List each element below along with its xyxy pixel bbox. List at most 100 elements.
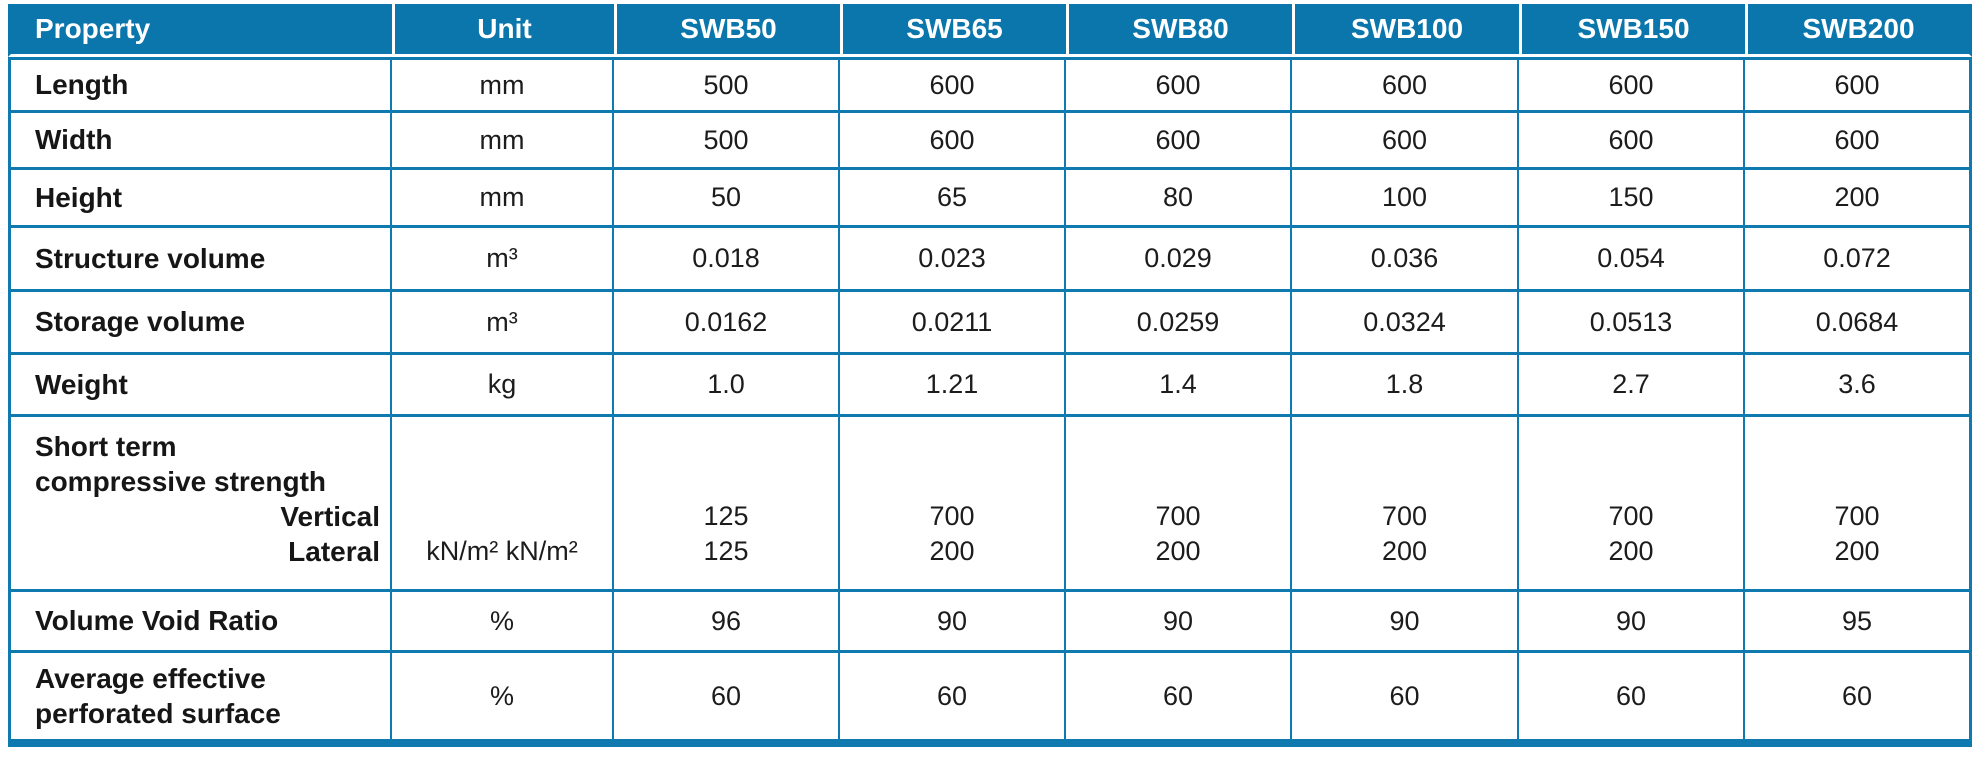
value-cell: 600 — [1066, 113, 1292, 170]
table-row-compressive-strength: Short term compressive strength Vertical… — [8, 417, 1972, 592]
property-cell: Structure volume — [8, 228, 392, 292]
strength-lateral-value: 200 — [1155, 536, 1201, 566]
value-cell: 60 — [614, 653, 840, 747]
value-cell: 600 — [1066, 57, 1292, 113]
header-row: Property Unit SWB50 SWB65 SWB80 SWB100 S… — [8, 4, 1972, 57]
strength-vertical-value: 700 — [1381, 501, 1428, 531]
value-cell: 700 200 — [1066, 417, 1292, 592]
property-cell: Height — [8, 170, 392, 228]
value-cell: 0.0259 — [1066, 292, 1292, 355]
strength-unit: kN/m² kN/m² — [426, 536, 578, 566]
value-cell: 600 — [1745, 57, 1972, 113]
strength-lateral-value: 125 — [703, 536, 749, 566]
value-cell: 100 — [1292, 170, 1519, 228]
value-cell: 60 — [1066, 653, 1292, 747]
column-header-swb200: SWB200 — [1745, 4, 1972, 57]
value-cell: 0.023 — [840, 228, 1066, 292]
strength-vertical-value: 125 — [703, 501, 749, 531]
unit-cell: m³ — [392, 292, 614, 355]
unit-cell: mm — [392, 57, 614, 113]
value-cell: 600 — [1519, 57, 1745, 113]
value-cell: 2.7 — [1519, 355, 1745, 417]
table-row-structure-volume: Structure volume m³ 0.018 0.023 0.029 0.… — [8, 228, 1972, 292]
value-cell: 600 — [1519, 113, 1745, 170]
value-cell: 600 — [1292, 113, 1519, 170]
value-cell: 95 — [1745, 592, 1972, 653]
value-cell: 200 — [1745, 170, 1972, 228]
value-cell: 90 — [1292, 592, 1519, 653]
strength-vertical-value: 700 — [1155, 501, 1201, 531]
value-cell: 150 — [1519, 170, 1745, 228]
value-cell: 0.0684 — [1745, 292, 1972, 355]
value-cell: 600 — [840, 57, 1066, 113]
property-line: Average effective — [35, 663, 266, 694]
value-cell: 600 — [840, 113, 1066, 170]
value-cell: 500 — [614, 57, 840, 113]
strength-sublabel-vertical: Vertical — [280, 501, 380, 532]
strength-vertical-value: 700 — [929, 501, 975, 531]
property-cell: Short term compressive strength Vertical… — [8, 417, 392, 592]
column-header-unit: Unit — [392, 4, 614, 57]
column-header-swb80: SWB80 — [1066, 4, 1292, 57]
value-cell: 60 — [1519, 653, 1745, 747]
value-cell: 700 200 — [1292, 417, 1519, 592]
strength-vertical-value: 700 — [1834, 501, 1880, 531]
value-cell: 0.036 — [1292, 228, 1519, 292]
table-row-avg-perforated-surface: Average effective perforated surface % 6… — [8, 653, 1972, 747]
property-cell: Weight — [8, 355, 392, 417]
value-cell: 0.0162 — [614, 292, 840, 355]
value-cell: 0.0211 — [840, 292, 1066, 355]
value-cell: 0.072 — [1745, 228, 1972, 292]
column-header-swb150: SWB150 — [1519, 4, 1745, 57]
unit-cell: mm — [392, 113, 614, 170]
strength-lateral-value: 200 — [1834, 536, 1880, 566]
value-cell: 700 200 — [840, 417, 1066, 592]
value-cell: 125 125 — [614, 417, 840, 592]
column-header-swb50: SWB50 — [614, 4, 840, 57]
property-cell: Width — [8, 113, 392, 170]
value-cell: 500 — [614, 113, 840, 170]
strength-title-line: Short term — [35, 431, 177, 462]
unit-cell: % — [392, 592, 614, 653]
column-header-swb65: SWB65 — [840, 4, 1066, 57]
table-row-width: Width mm 500 600 600 600 600 600 — [8, 113, 1972, 170]
value-cell: 600 — [1745, 113, 1972, 170]
property-cell: Volume Void Ratio — [8, 592, 392, 653]
value-cell: 1.0 — [614, 355, 840, 417]
value-cell: 50 — [614, 170, 840, 228]
strength-lateral-value: 200 — [929, 536, 975, 566]
property-line: perforated surface — [35, 698, 281, 729]
value-cell: 96 — [614, 592, 840, 653]
spec-table: Property Unit SWB50 SWB65 SWB80 SWB100 S… — [8, 4, 1972, 747]
value-cell: 0.0324 — [1292, 292, 1519, 355]
value-cell: 80 — [1066, 170, 1292, 228]
unit-cell: kN/m² kN/m² — [392, 417, 614, 592]
table-row-weight: Weight kg 1.0 1.21 1.4 1.8 2.7 3.6 — [8, 355, 1972, 417]
table-row-height: Height mm 50 65 80 100 150 200 — [8, 170, 1972, 228]
value-cell: 60 — [840, 653, 1066, 747]
value-cell: 0.029 — [1066, 228, 1292, 292]
unit-cell: m³ — [392, 228, 614, 292]
strength-sublabel-lateral: Lateral — [288, 536, 380, 567]
column-header-swb100: SWB100 — [1292, 4, 1519, 57]
property-cell: Length — [8, 57, 392, 113]
value-cell: 1.8 — [1292, 355, 1519, 417]
value-cell: 1.21 — [840, 355, 1066, 417]
value-cell: 700 200 — [1745, 417, 1972, 592]
value-cell: 0.018 — [614, 228, 840, 292]
table-row-volume-void-ratio: Volume Void Ratio % 96 90 90 90 90 95 — [8, 592, 1972, 653]
unit-cell: kg — [392, 355, 614, 417]
value-cell: 700 200 — [1519, 417, 1745, 592]
value-cell: 600 — [1292, 57, 1519, 113]
unit-cell: % — [392, 653, 614, 747]
value-cell: 1.4 — [1066, 355, 1292, 417]
property-cell: Average effective perforated surface — [8, 653, 392, 747]
strength-lateral-value: 200 — [1608, 536, 1654, 566]
value-cell: 0.054 — [1519, 228, 1745, 292]
value-cell: 3.6 — [1745, 355, 1972, 417]
table-row-length: Length mm 500 600 600 600 600 600 — [8, 57, 1972, 113]
table-row-storage-volume: Storage volume m³ 0.0162 0.0211 0.0259 0… — [8, 292, 1972, 355]
unit-cell: mm — [392, 170, 614, 228]
strength-vertical-value: 700 — [1608, 501, 1654, 531]
